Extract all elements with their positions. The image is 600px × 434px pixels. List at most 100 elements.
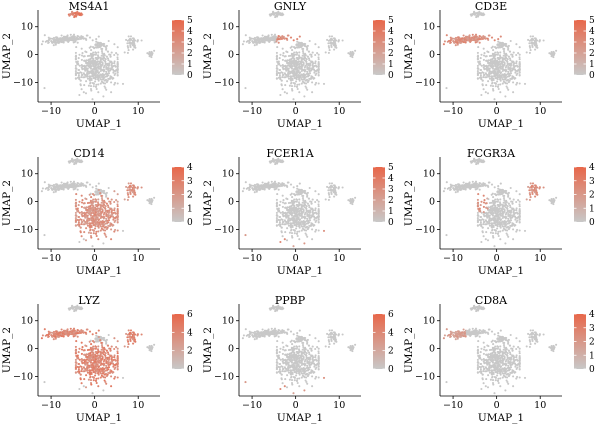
cell-point xyxy=(490,54,493,57)
cell-point-expressing xyxy=(129,192,132,196)
cell-point xyxy=(451,184,454,187)
cell-point-expressing xyxy=(471,33,474,36)
cell-point xyxy=(286,206,289,209)
cell-point xyxy=(295,53,298,56)
cell-point-expressing xyxy=(128,189,131,192)
cell-point xyxy=(348,199,351,202)
cell-point xyxy=(265,37,268,40)
cell-point xyxy=(337,39,340,42)
cell-point xyxy=(292,200,295,203)
cell-point xyxy=(77,76,80,79)
cell-point xyxy=(130,42,133,45)
cell-point xyxy=(456,183,460,186)
cell-point xyxy=(507,202,510,205)
cell-point-expressing xyxy=(443,40,446,43)
cell-point xyxy=(511,202,514,205)
cell-point xyxy=(258,38,261,41)
cell-point xyxy=(493,98,496,101)
cell-point xyxy=(294,66,298,69)
cell-point xyxy=(290,58,293,61)
cell-point xyxy=(303,213,306,216)
cell-point xyxy=(72,35,75,38)
cell-point xyxy=(287,71,290,74)
cell-point xyxy=(470,161,473,164)
cell-point xyxy=(300,192,303,195)
cell-point xyxy=(88,62,91,65)
cell-point xyxy=(150,199,153,202)
cell-point-expressing xyxy=(99,216,102,220)
cell-point xyxy=(497,51,500,55)
cell-point xyxy=(276,13,279,16)
cell-point xyxy=(241,43,244,46)
cell-point xyxy=(468,185,471,188)
cell-point xyxy=(292,228,295,232)
legend-tick-label: 2 xyxy=(589,49,595,59)
cell-point xyxy=(503,61,506,64)
cell-point xyxy=(307,79,310,82)
cell-point xyxy=(288,231,291,234)
cell-point xyxy=(328,46,331,49)
cell-point xyxy=(298,64,301,68)
cell-point xyxy=(99,78,103,81)
cell-point xyxy=(95,87,98,91)
cell-point xyxy=(76,181,79,185)
cell-point xyxy=(505,79,508,82)
cell-point xyxy=(93,66,97,69)
cell-point xyxy=(276,46,279,49)
cell-point xyxy=(291,196,294,199)
cell-point xyxy=(104,60,107,63)
x-tick-label: −10 xyxy=(242,253,262,264)
cell-point xyxy=(515,43,518,46)
cell-point xyxy=(301,190,304,193)
cell-point-expressing xyxy=(88,223,91,226)
cell-point-expressing xyxy=(280,36,283,39)
cell-point xyxy=(516,219,519,222)
cell-point-expressing xyxy=(83,202,86,205)
cell-point xyxy=(499,83,502,86)
cell-point xyxy=(314,43,317,46)
cell-point xyxy=(306,217,309,220)
cell-point xyxy=(478,10,481,13)
cell-point xyxy=(479,221,482,224)
cell-point xyxy=(308,206,311,209)
cell-point xyxy=(291,64,294,68)
cell-point xyxy=(106,57,110,60)
cell-point xyxy=(150,52,153,55)
cell-point xyxy=(286,59,289,62)
cell-point xyxy=(504,53,507,56)
cell-point-expressing xyxy=(478,209,481,212)
cell-point xyxy=(110,81,113,84)
cell-point xyxy=(113,62,116,65)
cell-point-expressing xyxy=(114,212,117,215)
cell-point-expressing xyxy=(92,217,95,220)
cell-point xyxy=(275,57,278,60)
cell-point xyxy=(257,188,260,191)
cell-point xyxy=(92,85,95,88)
cell-point xyxy=(333,184,336,187)
x-tick-label: 0 xyxy=(494,106,500,117)
cell-point-expressing xyxy=(112,218,115,221)
cell-point xyxy=(518,64,521,67)
cell-point-expressing xyxy=(94,227,97,230)
cell-point xyxy=(295,225,298,228)
cell-point xyxy=(290,232,294,235)
cell-point xyxy=(106,67,109,70)
cell-point xyxy=(262,38,265,41)
cell-point xyxy=(290,228,293,231)
cell-point-expressing xyxy=(136,186,139,189)
cell-point xyxy=(278,74,281,77)
cell-point xyxy=(295,72,298,75)
cell-point xyxy=(509,216,512,219)
cell-point xyxy=(278,221,281,224)
cell-point xyxy=(259,188,262,191)
cell-point xyxy=(100,64,103,67)
cell-point xyxy=(74,77,77,80)
cell-point xyxy=(301,64,304,67)
cell-point xyxy=(150,203,153,206)
cell-point xyxy=(518,46,521,49)
cell-point xyxy=(303,82,306,85)
legend-tick-label: 5 xyxy=(388,163,394,173)
cell-point xyxy=(101,74,104,77)
cell-point xyxy=(518,68,521,71)
cell-point xyxy=(255,36,259,39)
